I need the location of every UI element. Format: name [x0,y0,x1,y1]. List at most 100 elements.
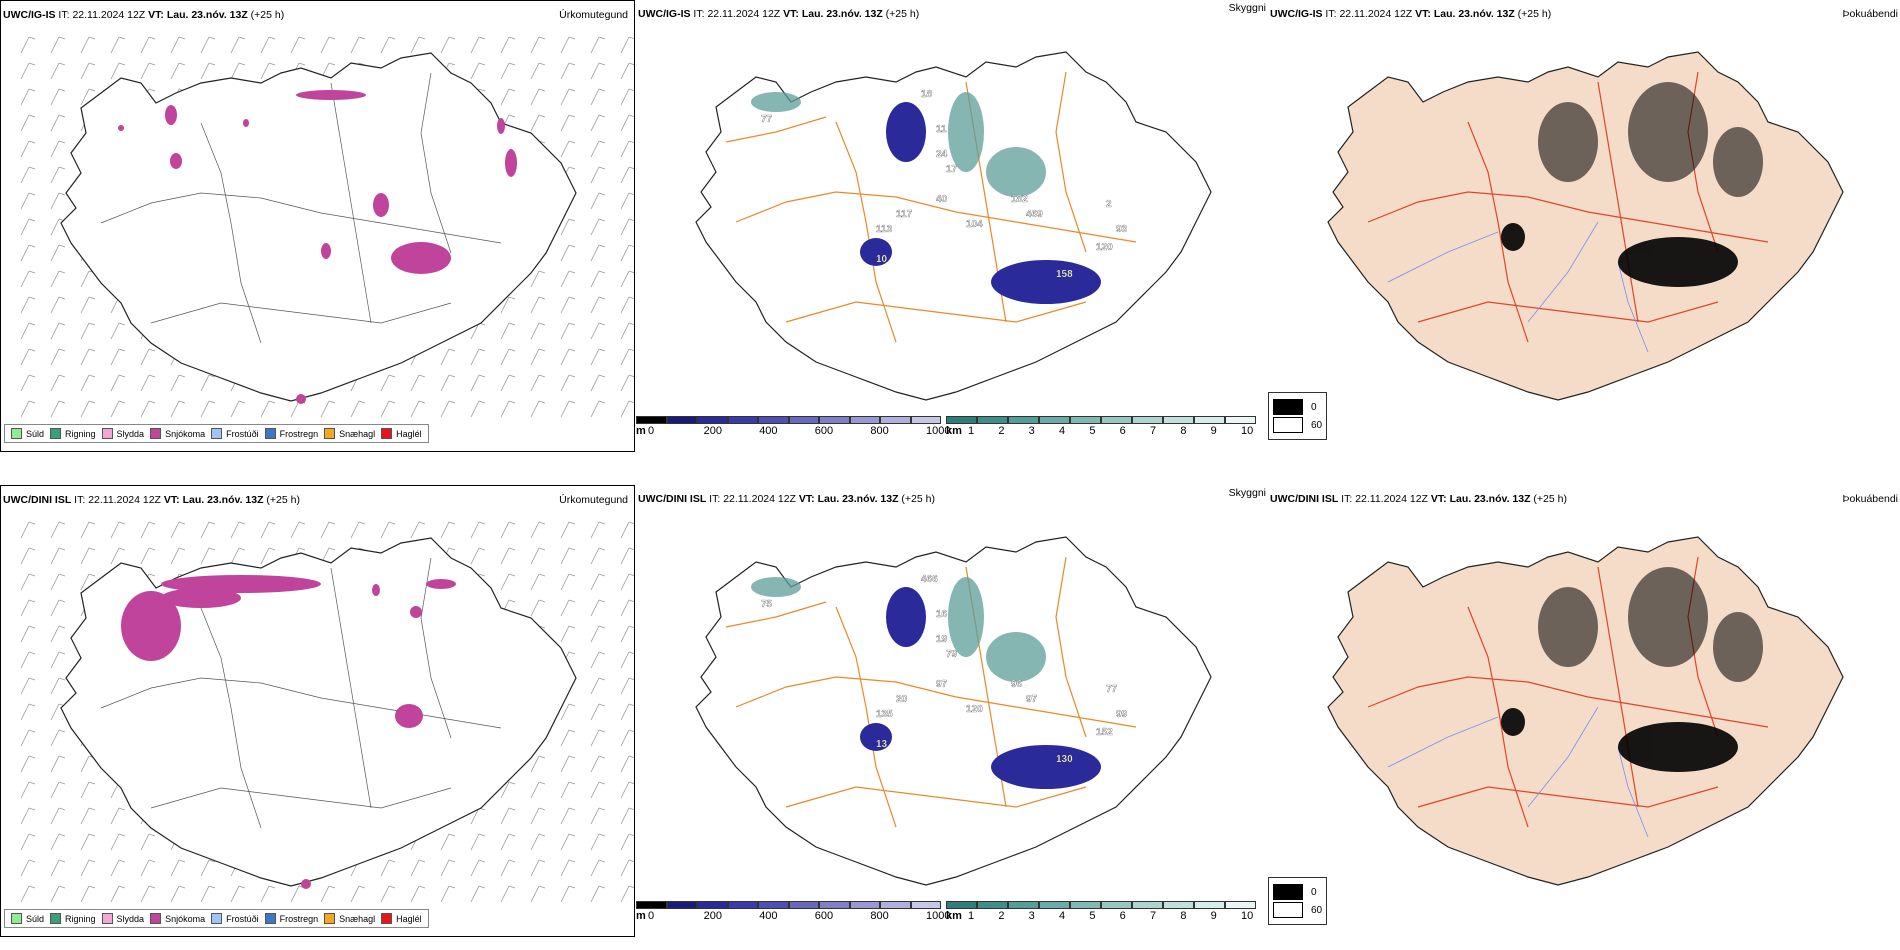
wind-barb [530,270,546,288]
precip-type-panel: UWC/IG-IS IT: 22.11.2024 12Z VT: Lau. 23… [0,0,635,452]
wind-barb [530,296,546,314]
legend-swatch [211,428,223,439]
colorbar-segment [910,416,941,424]
wind-barb [590,296,606,314]
fog-map [1327,51,1844,401]
colorbar-segment [1101,416,1132,424]
vt-label: VT: [1430,493,1447,505]
wind-barb [140,348,156,366]
precip-area [505,149,517,177]
it-label: IT: [693,8,705,20]
lead-time: (+25 h) [1533,493,1567,505]
legend-swatch [50,428,62,439]
wind-barb [500,322,516,340]
colorbar-tick: 10 [1241,910,1254,922]
wind-barb [560,547,576,565]
colorbar-segment [977,901,1008,909]
it-label: IT: [1341,493,1353,505]
wind-barb [410,859,426,877]
precip-type-panel: UWC/DINI ISL IT: 22.11.2024 12Z VT: Lau.… [0,485,635,937]
wind-barb [500,36,516,54]
wind-barb [590,244,606,262]
legend-item: Haglél [381,428,422,439]
legend-item: Frostregn [264,913,318,924]
colorbar-tick: 7 [1150,425,1157,437]
wind-barb [200,400,216,418]
wind-barb [470,547,486,565]
legend-label: Snjókoma [165,428,206,439]
cloud-base-label: 120 [966,704,983,715]
legend-item: Slydda [101,913,144,924]
wind-barb [560,296,576,314]
cloud-base-label: 152 [1096,727,1113,738]
colorbar-segment [1070,416,1101,424]
colorbar-segment [727,416,758,424]
wind-barb [620,547,634,565]
vt-value: Lau. 23.nóv. 13Z [166,9,248,21]
legend-swatch [264,428,276,439]
colorbar-segment [1132,901,1163,909]
wind-barb [620,833,634,851]
wind-barb [20,166,36,184]
wind-barb [530,62,546,80]
model-row: UWC/IG-IS IT: 22.11.2024 12Z VT: Lau. 23… [0,0,1900,460]
wind-barb [530,781,546,799]
precip-area [296,90,366,100]
colorbar-segment [1039,416,1070,424]
colorbar-tick: 600 [814,910,834,922]
wind-barb [590,270,606,288]
wind-barb [350,885,366,903]
colorbar-segment [849,901,880,909]
colorbar-segment [1008,901,1039,909]
precip-map [20,521,634,903]
wind-barb [50,859,66,877]
wind-barb [470,348,486,366]
vt-value: Lau. 23.nóv. 13Z [817,493,899,505]
cloud-base-label: 182 [1011,194,1028,205]
legend-label: Súld [26,428,45,439]
wind-barb [20,885,36,903]
wind-barb [170,885,186,903]
colorbar-segment [1163,416,1194,424]
wind-barb [80,62,96,80]
wind-barb [470,400,486,418]
wind-barb [590,218,606,236]
wind-barb [620,755,634,773]
wind-barb [530,599,546,617]
legend-label: Frostregn [279,428,319,439]
colorbar-segment [636,901,667,909]
legend-item: Súld [11,913,44,924]
wind-barb [20,62,36,80]
precip-area [395,704,423,728]
wind-barb [200,521,216,539]
cloud-base-label: 10 [876,254,888,265]
wind-barb [530,859,546,877]
legend-item: Snæhagl [324,913,375,924]
wind-barb [530,88,546,106]
wind-barb [20,400,36,418]
fog-legend-label: 0 [1311,401,1317,413]
model-row: UWC/DINI ISL IT: 22.11.2024 12Z VT: Lau.… [0,485,1900,945]
colorbar-segment [697,416,728,424]
wind-barb [290,885,306,903]
wind-barb [530,400,546,418]
wind-barb [50,296,66,314]
wind-barb [620,651,634,669]
wind-barb [590,166,606,184]
wind-barb [560,625,576,643]
vt-label: VT: [1415,8,1431,20]
colorbar-tick: 4 [1059,910,1066,922]
wind-barb [440,885,456,903]
it-label: IT: [1325,8,1337,20]
wind-barb [50,114,66,132]
wind-barb [590,140,606,158]
wind-barb [80,755,96,773]
colorbar-segment [788,901,819,909]
wind-barb [530,322,546,340]
lead-time: (+25 h) [250,9,285,21]
wind-barb [140,885,156,903]
wind-barb [50,833,66,851]
panel-title: Úrkomutegund [559,9,628,21]
colorbar-tick: 7 [1150,910,1157,922]
colorbar-segment [946,901,977,909]
